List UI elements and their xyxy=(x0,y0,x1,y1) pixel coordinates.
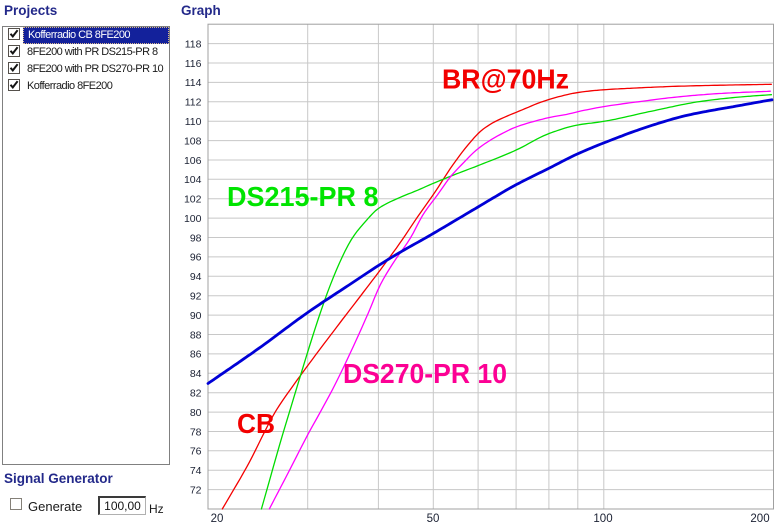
svg-text:80: 80 xyxy=(190,407,202,419)
svg-text:118: 118 xyxy=(185,38,202,50)
svg-text:76: 76 xyxy=(190,446,202,458)
svg-text:DS215-PR 8: DS215-PR 8 xyxy=(227,181,379,212)
svg-text:20: 20 xyxy=(211,513,224,525)
svg-text:DS270-PR 10: DS270-PR 10 xyxy=(343,358,507,389)
svg-text:86: 86 xyxy=(190,349,202,361)
svg-text:72: 72 xyxy=(190,484,202,496)
svg-text:94: 94 xyxy=(190,271,202,283)
svg-text:108: 108 xyxy=(184,135,202,147)
svg-text:116: 116 xyxy=(185,58,202,70)
svg-text:CB: CB xyxy=(237,408,275,439)
svg-text:114: 114 xyxy=(185,77,202,89)
svg-text:96: 96 xyxy=(190,252,202,264)
svg-text:102: 102 xyxy=(184,194,202,206)
svg-text:92: 92 xyxy=(190,291,202,303)
svg-text:110: 110 xyxy=(185,116,202,128)
svg-text:200: 200 xyxy=(750,513,769,525)
svg-text:88: 88 xyxy=(190,329,202,341)
svg-text:104: 104 xyxy=(184,174,202,186)
svg-text:90: 90 xyxy=(190,310,202,322)
svg-text:100: 100 xyxy=(593,513,612,525)
svg-text:78: 78 xyxy=(190,426,202,438)
svg-text:74: 74 xyxy=(190,465,202,477)
svg-text:100: 100 xyxy=(184,213,202,225)
svg-text:50: 50 xyxy=(427,513,440,525)
svg-text:112: 112 xyxy=(185,97,202,109)
svg-text:98: 98 xyxy=(190,232,202,244)
svg-text:84: 84 xyxy=(190,368,202,380)
svg-text:82: 82 xyxy=(190,388,202,400)
svg-text:106: 106 xyxy=(184,155,202,167)
svg-text:BR@70Hz: BR@70Hz xyxy=(442,64,569,95)
